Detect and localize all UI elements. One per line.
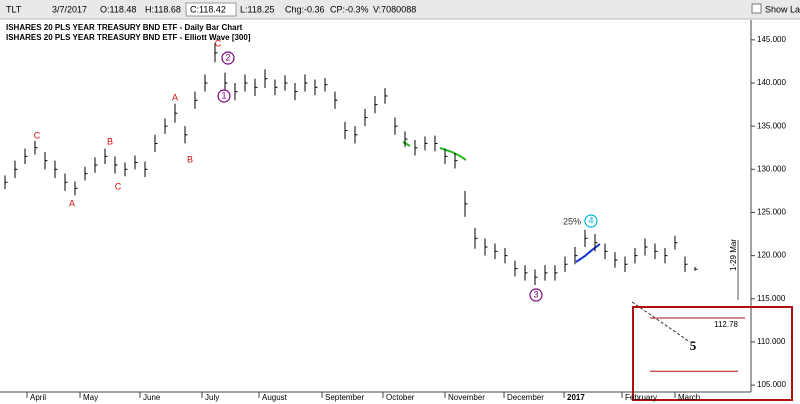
close-box [185, 2, 237, 17]
change: Chg:-0.36 [285, 4, 325, 14]
x-tick-label: November [448, 393, 485, 402]
y-tick-label: 135.000 [757, 121, 786, 130]
x-tick-label: August [262, 393, 288, 402]
wave-label: C [115, 181, 122, 191]
y-tick-label: 130.000 [757, 164, 786, 173]
x-tick-label: July [205, 393, 219, 402]
y-tick-label: 105.000 [757, 380, 786, 389]
wave-label: C [215, 38, 222, 48]
y-tick-label: 125.000 [757, 208, 786, 217]
show-last-label[interactable]: Show Last [765, 4, 800, 14]
wave-circle [221, 51, 235, 65]
symbol: TLT [6, 4, 22, 14]
x-tick-label: October [386, 393, 415, 402]
chart-title: ISHARES 20 PLS YEAR TREASURY BND ETF - D… [6, 23, 243, 32]
wave-label: B [107, 136, 113, 146]
date: 3/7/2017 [52, 4, 87, 14]
x-tick-label: May [83, 393, 98, 402]
wave-circle [217, 89, 231, 103]
wave-guide-green [402, 141, 411, 147]
wave-label: 4 [588, 215, 593, 225]
highlight-box [632, 306, 793, 401]
wave-label: 5 [690, 338, 697, 353]
chart-subtitle: ISHARES 20 PLS YEAR TREASURY BND ETF - E… [6, 33, 251, 42]
wave-label: 2 [225, 52, 230, 62]
wave-label: A [69, 198, 75, 208]
target-label: 112.78 [714, 320, 738, 329]
wave-circle [529, 288, 543, 302]
wave-label: 25% [563, 216, 581, 226]
x-tick-label: April [30, 393, 46, 402]
wave-label: 1 [221, 90, 226, 100]
x-tick-label: September [325, 393, 364, 402]
volume: V:7080088 [373, 4, 416, 14]
wave-guide-blue [575, 243, 601, 263]
open: O:118.48 [100, 4, 136, 14]
low: L:118.25 [240, 4, 274, 14]
y-tick-label: 145.000 [757, 35, 786, 44]
wave-label: C [34, 130, 41, 140]
close: C:118.42 [190, 4, 226, 14]
x-tick-label: December [507, 393, 544, 402]
wave-label: B [187, 154, 193, 164]
x-tick-label: 2017 [567, 393, 585, 402]
y-tick-label: 110.000 [757, 337, 786, 346]
y-tick-label: 140.000 [757, 78, 786, 87]
wave-guide-green [439, 147, 467, 161]
x-tick-label: June [143, 393, 161, 402]
x-tick-label: March [678, 393, 700, 402]
wave-circle [584, 214, 598, 228]
wave-label: 3 [533, 289, 538, 299]
date-label: 1-29 Mar [729, 239, 738, 271]
show-last-checkbox[interactable] [751, 3, 762, 14]
y-tick-label: 115.000 [757, 294, 786, 303]
x-tick-label: February [625, 393, 657, 402]
change-pct: CP:-0.3% [330, 4, 369, 14]
high: H:118.68 [145, 4, 181, 14]
wave-label: A [172, 92, 178, 102]
projection-line [631, 301, 691, 343]
y-tick-label: 120.000 [757, 251, 786, 260]
